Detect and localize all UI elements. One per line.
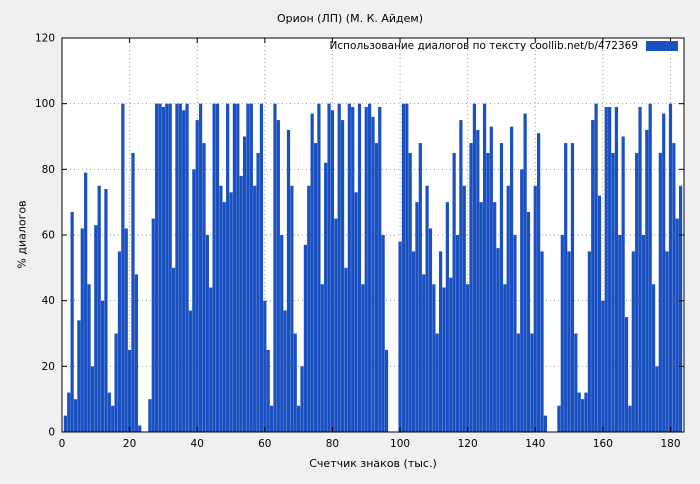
y-tick-label: 0 [48,427,55,439]
x-tick-label: 180 [660,438,680,450]
legend: Использование диалогов по тексту coollib… [330,40,678,52]
y-tick-label: 120 [35,33,55,45]
y-tick-label: 80 [42,164,55,176]
legend-swatch [646,41,678,51]
x-tick-label: 20 [123,438,136,450]
y-tick-label: 20 [42,361,55,373]
y-tick-label: 100 [35,98,55,110]
x-tick-label: 120 [458,438,478,450]
x-tick-label: 0 [59,438,66,450]
x-tick-label: 160 [593,438,613,450]
y-tick-label: 40 [42,295,55,307]
chart-title: Орион (ЛП) (М. К. Айдем) [276,12,424,25]
y-axis-label: % диалогов [15,200,29,269]
legend-label: Использование диалогов по тексту coollib… [329,40,638,52]
x-axis-label: Счетчик знаков (тыс.) [309,457,437,470]
x-tick-label: 100 [390,438,410,450]
x-tick-label: 40 [191,438,204,450]
x-tick-label: 60 [258,438,271,450]
x-tick-label: 80 [326,438,339,450]
y-tick-label: 60 [42,230,55,242]
x-tick-label: 140 [525,438,545,450]
